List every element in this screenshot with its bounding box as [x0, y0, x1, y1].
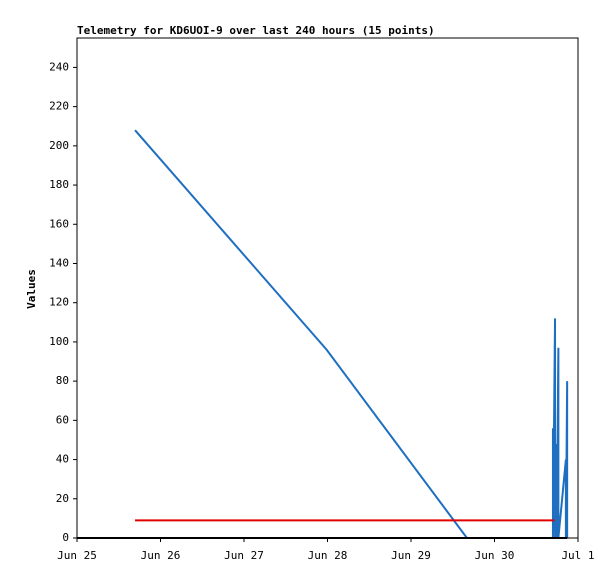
y-tick-label: 220 — [49, 100, 69, 113]
x-tick-label: Jun 29 — [391, 549, 431, 562]
chart-title: Telemetry for KD6UOI-9 over last 240 hou… — [77, 24, 435, 37]
x-tick-label: Jun 30 — [475, 549, 515, 562]
y-tick-label: 240 — [49, 60, 69, 73]
y-tick-label: 140 — [49, 256, 69, 269]
x-tick-label: Jun 26 — [141, 549, 181, 562]
x-tick-label: Jul 1 — [561, 549, 594, 562]
y-tick-label: 100 — [49, 335, 69, 348]
y-tick-label: 200 — [49, 139, 69, 152]
y-tick-label: 120 — [49, 296, 69, 309]
y-tick-label: 20 — [56, 492, 69, 505]
y-tick-label: 0 — [62, 531, 69, 544]
y-axis-label: Values — [25, 269, 38, 309]
y-tick-label: 60 — [56, 413, 69, 426]
plot-frame — [76, 37, 579, 539]
y-tick-label: 180 — [49, 178, 69, 191]
y-tick-label: 80 — [56, 374, 69, 387]
x-tick-label: Jun 28 — [308, 549, 348, 562]
x-tick-label: Jun 27 — [224, 549, 264, 562]
x-tick-label: Jun 25 — [57, 549, 97, 562]
y-tick-label: 160 — [49, 217, 69, 230]
y-tick-label: 40 — [56, 453, 69, 466]
